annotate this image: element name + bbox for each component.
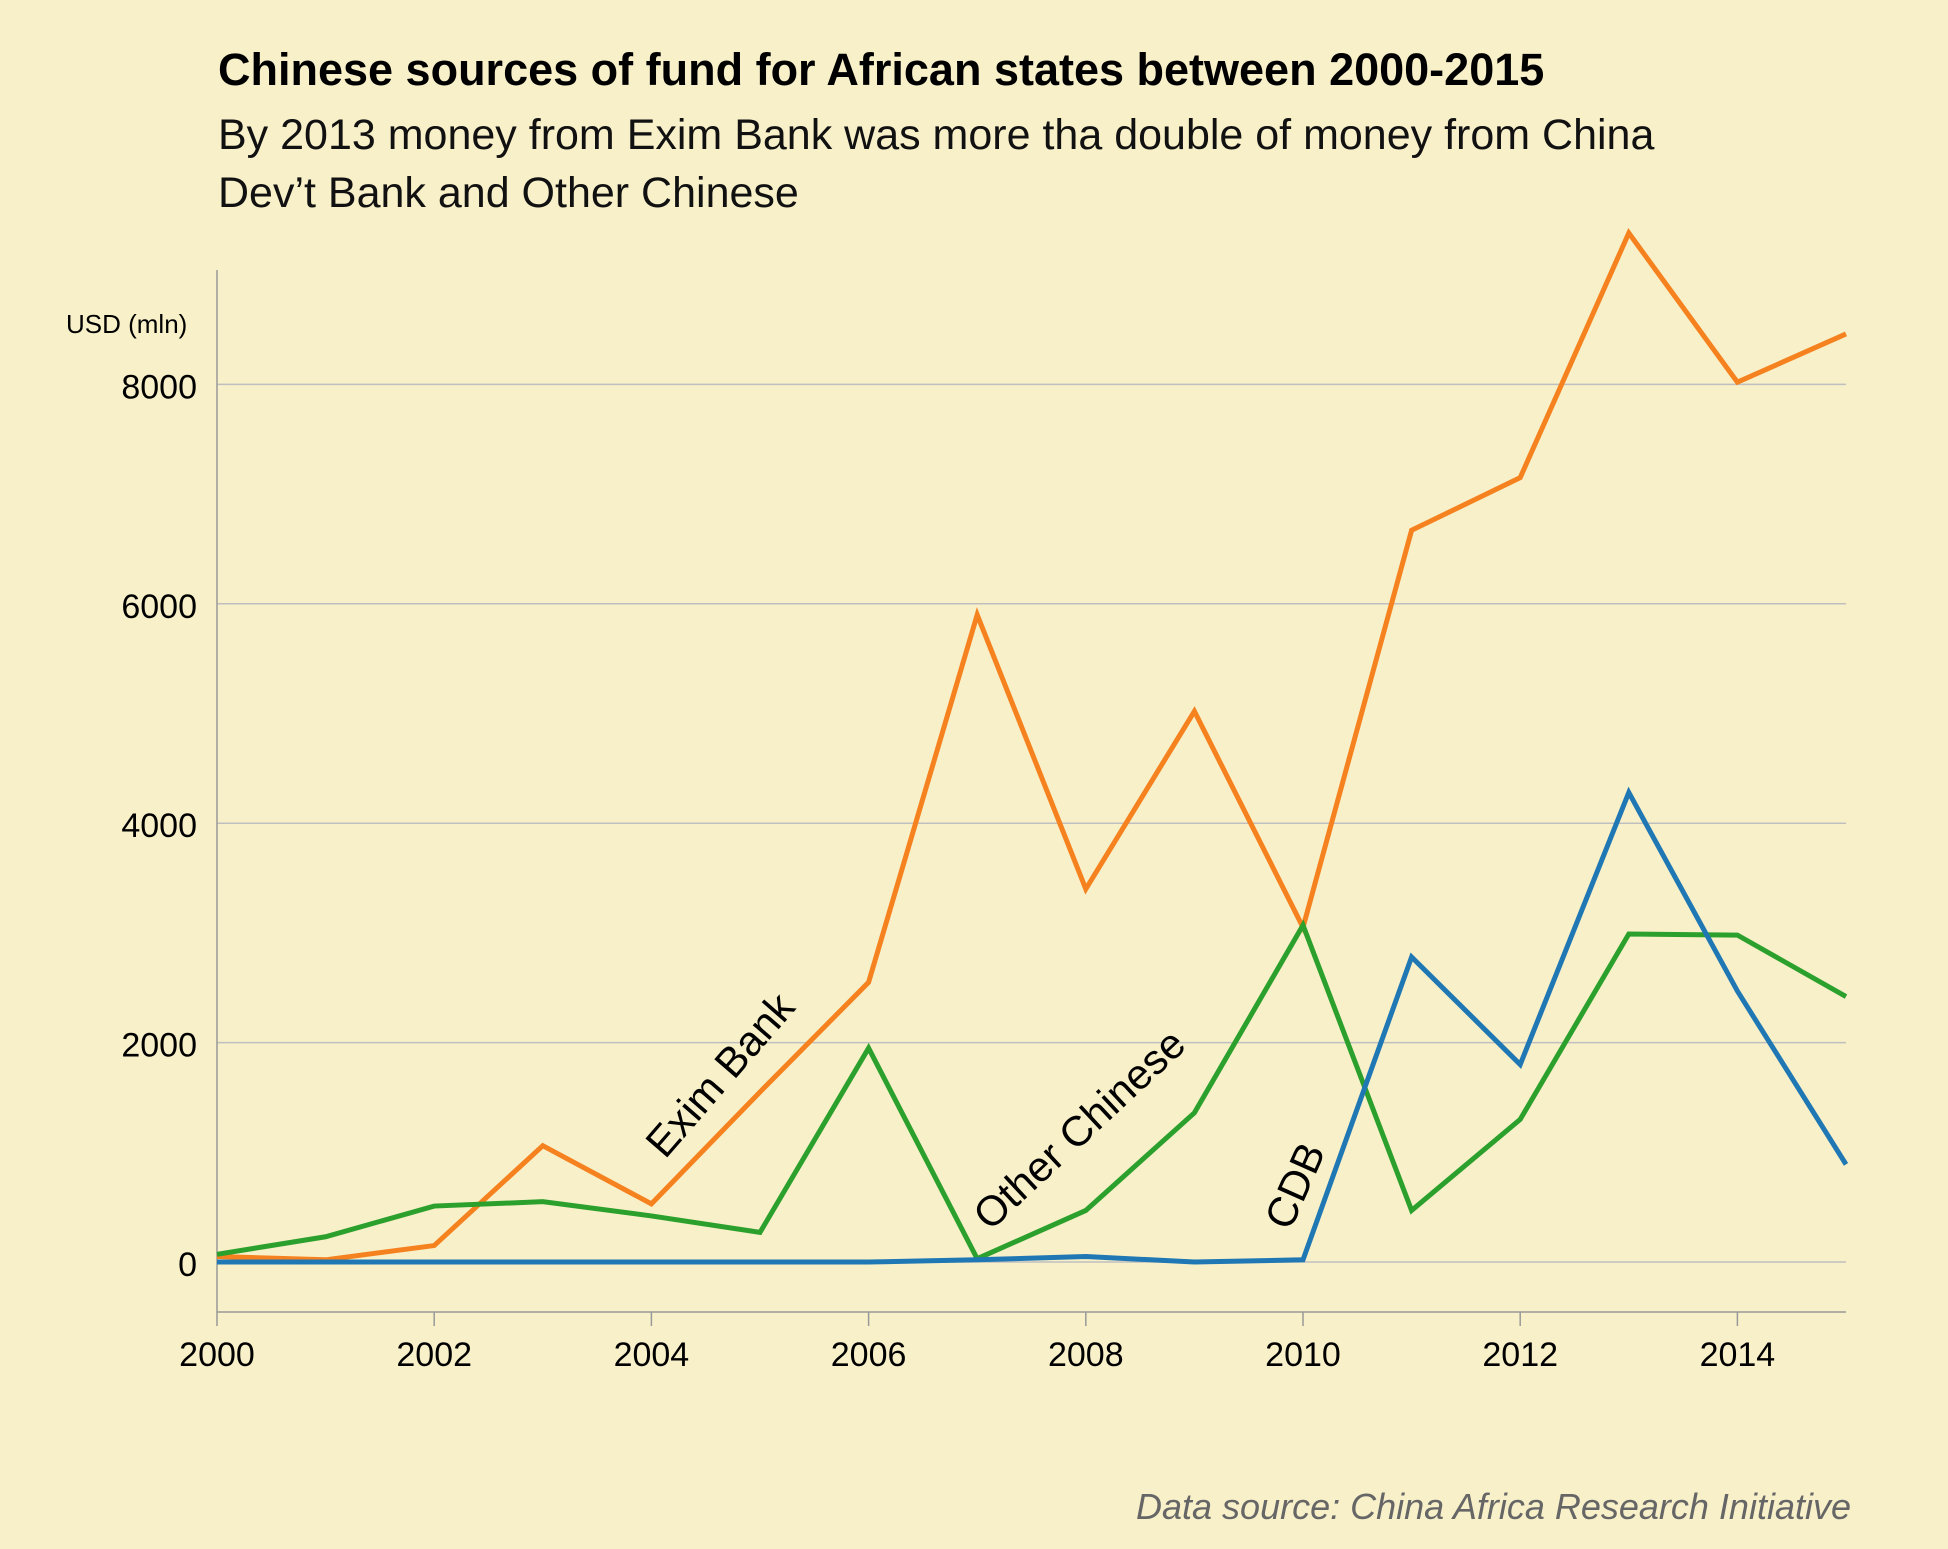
grid-lines: [217, 383, 1846, 1263]
y-tick-label: 8000: [121, 368, 197, 406]
series-line-cdb: [217, 786, 1849, 1265]
series-label-other-chinese: Other Chinese: [964, 1020, 1194, 1239]
x-tick-label: 2014: [1700, 1336, 1776, 1374]
x-tick-label: 2010: [1265, 1336, 1341, 1374]
chart-subtitle: By 2013 money from Exim Bank was more th…: [218, 111, 1655, 217]
x-tick-label: 2004: [614, 1336, 690, 1374]
y-tick-label: 0: [178, 1246, 197, 1284]
chart-title: Chinese sources of fund for African stat…: [218, 44, 1545, 95]
x-tick-label: 2002: [396, 1336, 472, 1374]
x-tick-label: 2012: [1482, 1336, 1558, 1374]
y-axis-label: USD (mln): [66, 309, 187, 339]
series-line-exim-bank: [216, 228, 1848, 1263]
axes: 0 2000 4000 6000 8000 2000 2002 2004 2006 2008 201…: [121, 270, 1846, 1374]
y-tick-label: 6000: [121, 588, 197, 626]
x-tick-label: 2006: [831, 1336, 907, 1374]
y-tick-label: 2000: [121, 1027, 197, 1065]
x-tick-label: 2008: [1048, 1336, 1124, 1374]
data-source-note: Data source: China Africa Research Initi…: [1136, 1486, 1851, 1527]
series-label-cdb: CDB: [1255, 1136, 1334, 1236]
x-tick-label: 2000: [179, 1336, 255, 1374]
series-lines: [216, 228, 1849, 1265]
series-line-other-chinese: [216, 919, 1848, 1262]
y-tick-label: 4000: [121, 807, 197, 845]
